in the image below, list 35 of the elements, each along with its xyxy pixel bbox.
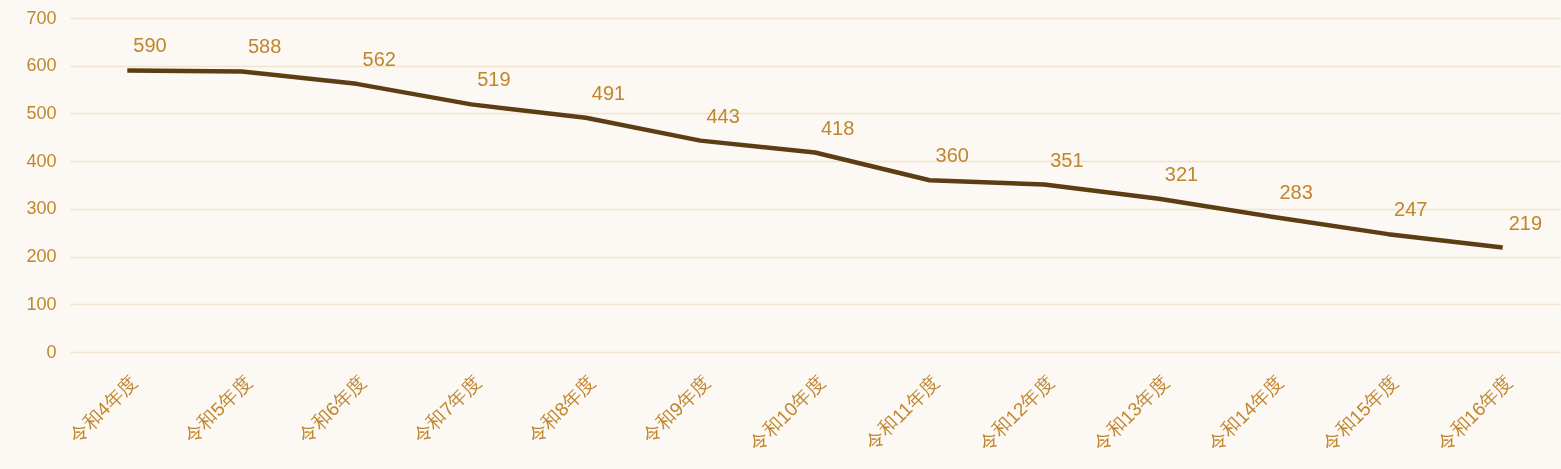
y-tick-label: 0: [46, 341, 57, 362]
x-tick-label: 令和13年度: [1089, 371, 1173, 455]
data-label: 321: [1164, 162, 1199, 185]
y-tick-label: 600: [26, 55, 57, 76]
data-label: 219: [1508, 211, 1543, 234]
x-tick-label: 令和4年度: [65, 371, 142, 448]
data-label: 519: [477, 68, 511, 91]
x-tick-label: 令和12年度: [974, 371, 1059, 455]
x-tick-label: 令和7年度: [409, 371, 486, 448]
data-label: 418: [821, 116, 855, 139]
data-label: 491: [591, 81, 626, 104]
y-tick-label: 200: [26, 246, 57, 267]
data-label: 247: [1394, 198, 1428, 221]
x-tick-label: 令和16年度: [1433, 371, 1517, 455]
data-label: 443: [706, 104, 740, 127]
x-tick-label: 令和11年度: [861, 371, 944, 454]
x-tick-label: 令和8年度: [523, 371, 600, 448]
x-tick-label: 令和5年度: [179, 371, 256, 448]
line-series: [125, 68, 1505, 250]
data-label: 360: [935, 144, 969, 167]
y-tick-label: 100: [26, 293, 57, 314]
y-tick-label: 700: [26, 7, 57, 28]
x-tick-label: 令和6年度: [294, 371, 371, 448]
data-label: 590: [133, 34, 167, 57]
data-label: 588: [247, 35, 282, 58]
data-label: 283: [1279, 180, 1313, 203]
y-tick-label: 300: [26, 198, 57, 219]
y-tick-label: 500: [26, 102, 57, 123]
data-label: 351: [1050, 148, 1084, 171]
x-tick-label: 令和10年度: [745, 371, 829, 455]
data-label: 562: [362, 47, 396, 70]
x-tick-label: 令和14年度: [1203, 371, 1288, 455]
x-tick-label: 令和15年度: [1318, 371, 1403, 455]
x-tick-label: 令和9年度: [638, 371, 715, 448]
y-tick-label: 400: [26, 150, 57, 171]
